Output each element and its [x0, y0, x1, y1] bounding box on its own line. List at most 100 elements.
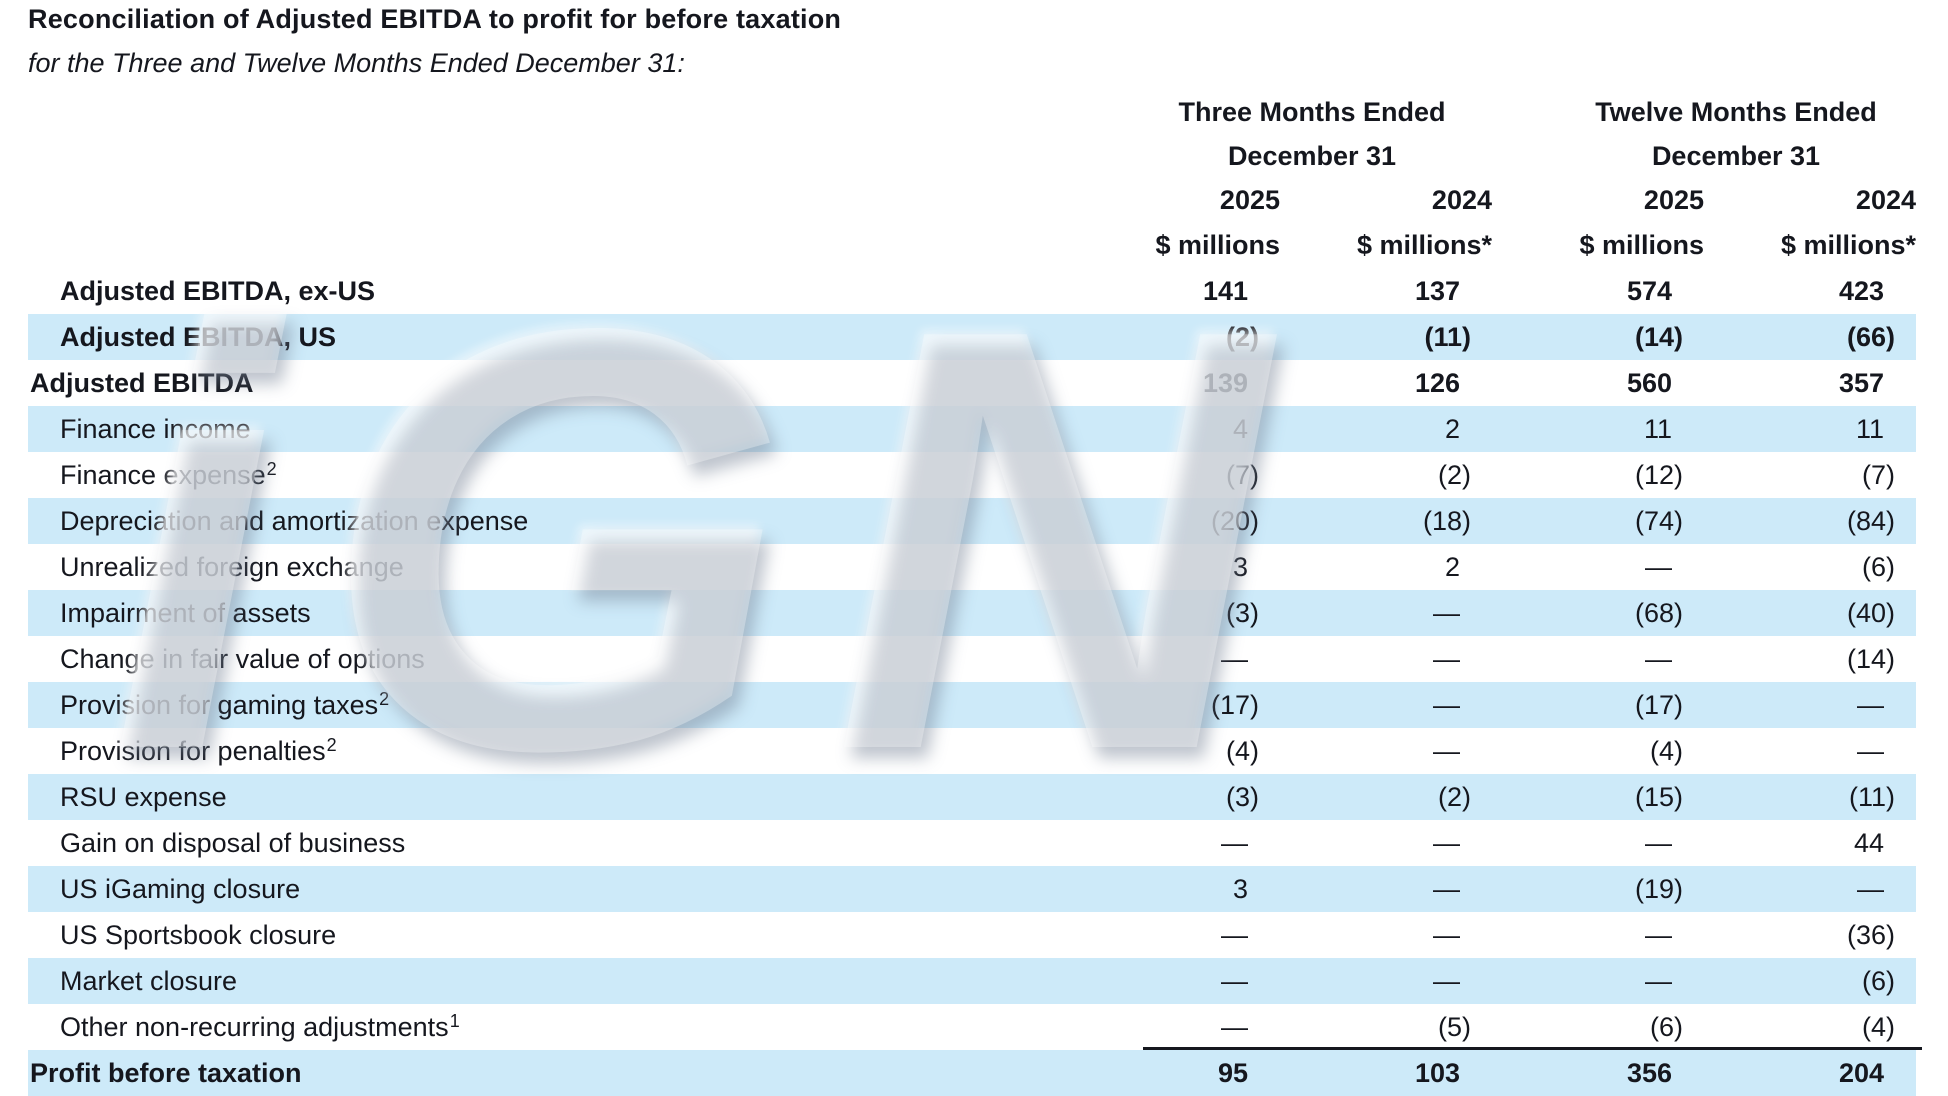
cell-value-12m-2025: — — [1645, 965, 1672, 996]
row-label-text: Gain on disposal of business — [60, 827, 406, 858]
cell-value-12m-2024: (40) — [1846, 597, 1895, 628]
row-label: Change in fair value of options — [28, 644, 1068, 675]
row-label-text: Provision for penalties — [60, 735, 326, 766]
row-label-text: Other non-recurring adjustments — [60, 1011, 449, 1042]
table-row: Finance income 4 2 11 11 — [28, 406, 1916, 452]
cell-value-3m-2024: — — [1433, 597, 1460, 628]
cell-value-3m-2024: 2 — [1444, 551, 1460, 582]
cell-value-3m-2024: (11) — [1424, 321, 1471, 352]
row-label-text: Adjusted EBITDA, US — [60, 321, 337, 352]
cell-value-3m-2025: (4) — [1226, 735, 1259, 766]
cell-value-12m-2025: (6) — [1650, 1011, 1683, 1042]
row-label: Provision for gaming taxes2 — [28, 689, 1068, 721]
cell-value-12m-2024: — — [1857, 689, 1884, 720]
unit-headers: $ millions $ millions* $ millions $ mill… — [28, 222, 1916, 268]
row-label: Finance income — [28, 414, 1068, 445]
cell-value-12m-2025: 574 — [1626, 275, 1672, 306]
row-label-text: RSU expense — [60, 781, 227, 812]
cell-value-3m-2024: 137 — [1414, 275, 1460, 306]
cell-value-12m-2024: (7) — [1862, 459, 1895, 490]
year-header: 2025 — [1219, 185, 1280, 215]
row-label: Adjusted EBITDA — [28, 368, 1068, 399]
table-row: Unrealized foreign exchange 3 2 — (6) — [28, 544, 1916, 590]
year-header: 2025 — [1643, 185, 1704, 215]
cell-value-3m-2024: — — [1433, 735, 1460, 766]
cell-value-12m-2024: (6) — [1862, 965, 1895, 996]
cell-value-3m-2025: (17) — [1210, 689, 1259, 720]
cell-value-3m-2024: — — [1433, 965, 1460, 996]
cell-value-3m-2024: 126 — [1414, 367, 1460, 398]
cell-value-12m-2025: (74) — [1634, 505, 1683, 536]
row-label-text: Depreciation and amortization expense — [60, 505, 529, 536]
column-group-headers: Three Months Ended December 31 Twelve Mo… — [28, 90, 1916, 178]
table-rows: Adjusted EBITDA, ex-US 141 137 574 423 A… — [28, 268, 1916, 1096]
unit-header: $ millions — [1579, 230, 1704, 260]
table-row: Finance expense2 (7) (2) (12) (7) — [28, 452, 1916, 498]
cell-value-3m-2024: — — [1433, 827, 1460, 858]
cell-value-3m-2025: 4 — [1232, 413, 1248, 444]
cell-value-12m-2024: 44 — [1853, 827, 1884, 858]
cell-value-3m-2025: 95 — [1217, 1057, 1248, 1088]
cell-value-12m-2024: 11 — [1855, 413, 1884, 444]
row-label: Profit before taxation — [28, 1058, 1068, 1089]
table-row: Adjusted EBITDA 139 126 560 357 — [28, 360, 1916, 406]
row-label: Gain on disposal of business — [28, 828, 1068, 859]
table-row: US iGaming closure 3 — (19) — — [28, 866, 1916, 912]
cell-value-12m-2025: (4) — [1650, 735, 1683, 766]
cell-value-3m-2025: — — [1221, 643, 1248, 674]
table-row: Market closure — — — (6) — [28, 958, 1916, 1004]
table-row: Other non-recurring adjustments1 — (5) (… — [28, 1004, 1916, 1050]
col-group-three-months: Three Months Ended December 31 — [1068, 90, 1492, 178]
label-column-spacer — [28, 178, 1068, 222]
col-group-line2: December 31 — [1227, 141, 1397, 171]
col-group-line1: Twelve Months Ended — [1595, 97, 1877, 127]
cell-value-3m-2025: (3) — [1226, 781, 1259, 812]
footnote-superscript: 1 — [449, 1010, 460, 1031]
cell-value-12m-2024: (4) — [1862, 1011, 1895, 1042]
cell-value-12m-2024: (6) — [1862, 551, 1895, 582]
cell-value-12m-2025: (68) — [1634, 597, 1683, 628]
cell-value-3m-2025: (3) — [1226, 597, 1259, 628]
page-subtitle: for the Three and Twelve Months Ended De… — [28, 48, 685, 78]
row-label: Market closure — [28, 966, 1068, 997]
row-label: Other non-recurring adjustments1 — [28, 1010, 1068, 1043]
cell-value-3m-2025: — — [1221, 965, 1248, 996]
cell-value-12m-2025: (17) — [1634, 689, 1683, 720]
cell-value-12m-2025: — — [1645, 643, 1672, 674]
cell-value-12m-2025: (15) — [1634, 781, 1683, 812]
table-row: Provision for gaming taxes2 (17) — (17) … — [28, 682, 1916, 728]
cell-value-12m-2024: (84) — [1846, 505, 1895, 536]
year-header: 2024 — [1431, 185, 1492, 215]
cell-value-12m-2024: (36) — [1846, 919, 1895, 950]
cell-value-3m-2024: (2) — [1438, 459, 1471, 490]
row-label: Depreciation and amortization expense — [28, 506, 1068, 537]
label-column-spacer — [28, 90, 1068, 178]
row-label: Adjusted EBITDA, US — [28, 322, 1068, 353]
cell-value-12m-2025: (12) — [1634, 459, 1683, 490]
row-label: Impairment of assets — [28, 598, 1068, 629]
cell-value-3m-2025: 3 — [1232, 873, 1248, 904]
row-label-text: Provision for gaming taxes — [60, 689, 379, 720]
year-headers: 2025 2024 2025 2024 — [28, 178, 1916, 222]
cell-value-3m-2025: (2) — [1226, 321, 1259, 352]
col-group-line1: Three Months Ended — [1178, 97, 1446, 127]
table-row: Gain on disposal of business — — — 44 — [28, 820, 1916, 866]
cell-value-12m-2025: — — [1645, 827, 1672, 858]
cell-value-3m-2025: (20) — [1210, 505, 1259, 536]
cell-value-12m-2024: — — [1857, 735, 1884, 766]
label-column-spacer — [28, 222, 1068, 268]
unit-header: $ millions* — [1780, 230, 1916, 260]
table-row: Depreciation and amortization expense (2… — [28, 498, 1916, 544]
cell-value-3m-2025: — — [1221, 919, 1248, 950]
cell-value-3m-2024: — — [1433, 689, 1460, 720]
cell-value-3m-2025: 141 — [1202, 275, 1248, 306]
cell-value-3m-2024: 103 — [1414, 1057, 1460, 1088]
row-label-text: Unrealized foreign exchange — [60, 551, 404, 582]
cell-value-12m-2025: — — [1645, 919, 1672, 950]
table-row: RSU expense (3) (2) (15) (11) — [28, 774, 1916, 820]
col-group-line2: December 31 — [1651, 141, 1821, 171]
table-row: Impairment of assets (3) — (68) (40) — [28, 590, 1916, 636]
table-row: Adjusted EBITDA, US (2) (11) (14) (66) — [28, 314, 1916, 360]
cell-value-3m-2025: — — [1221, 1011, 1248, 1042]
